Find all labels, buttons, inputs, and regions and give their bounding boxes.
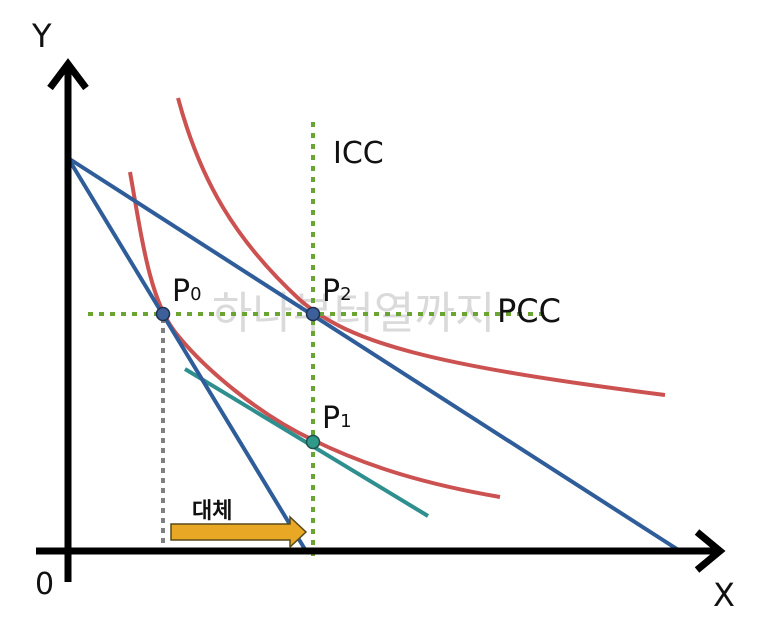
y-axis-arrowhead bbox=[47, 58, 89, 91]
budget-line-rotated bbox=[66, 156, 682, 553]
y-axis-label: Y bbox=[31, 17, 52, 55]
point-p0 bbox=[155, 306, 171, 322]
x-axis-arrowhead bbox=[694, 529, 726, 573]
point-label-p0: P0 bbox=[172, 274, 202, 309]
point-label-p1: P1 bbox=[322, 401, 352, 436]
pcc-label: PCC bbox=[497, 292, 561, 330]
budget-line-original bbox=[66, 156, 308, 553]
point-p2 bbox=[305, 306, 321, 322]
indifference-curve-low bbox=[128, 171, 501, 499]
indifference-curve-high bbox=[176, 97, 666, 397]
origin-label: 0 bbox=[35, 567, 54, 602]
icc-label: ICC bbox=[333, 136, 384, 171]
x-axis-label: X bbox=[713, 576, 735, 614]
point-p1 bbox=[305, 434, 321, 450]
substitution-arrow bbox=[170, 515, 308, 549]
point-label-p2: P2 bbox=[322, 274, 352, 309]
substitution-label: 대체 bbox=[192, 499, 232, 524]
